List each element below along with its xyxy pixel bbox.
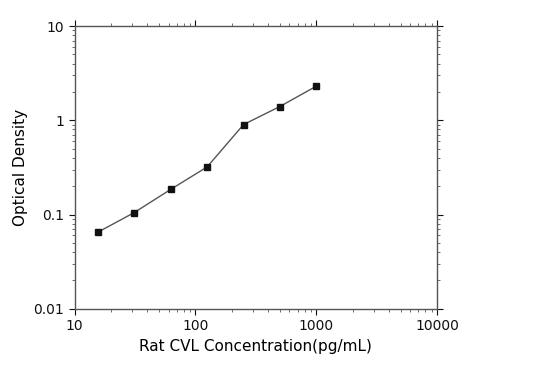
X-axis label: Rat CVL Concentration(pg/mL): Rat CVL Concentration(pg/mL) [140, 339, 372, 354]
Y-axis label: Optical Density: Optical Density [13, 109, 28, 226]
